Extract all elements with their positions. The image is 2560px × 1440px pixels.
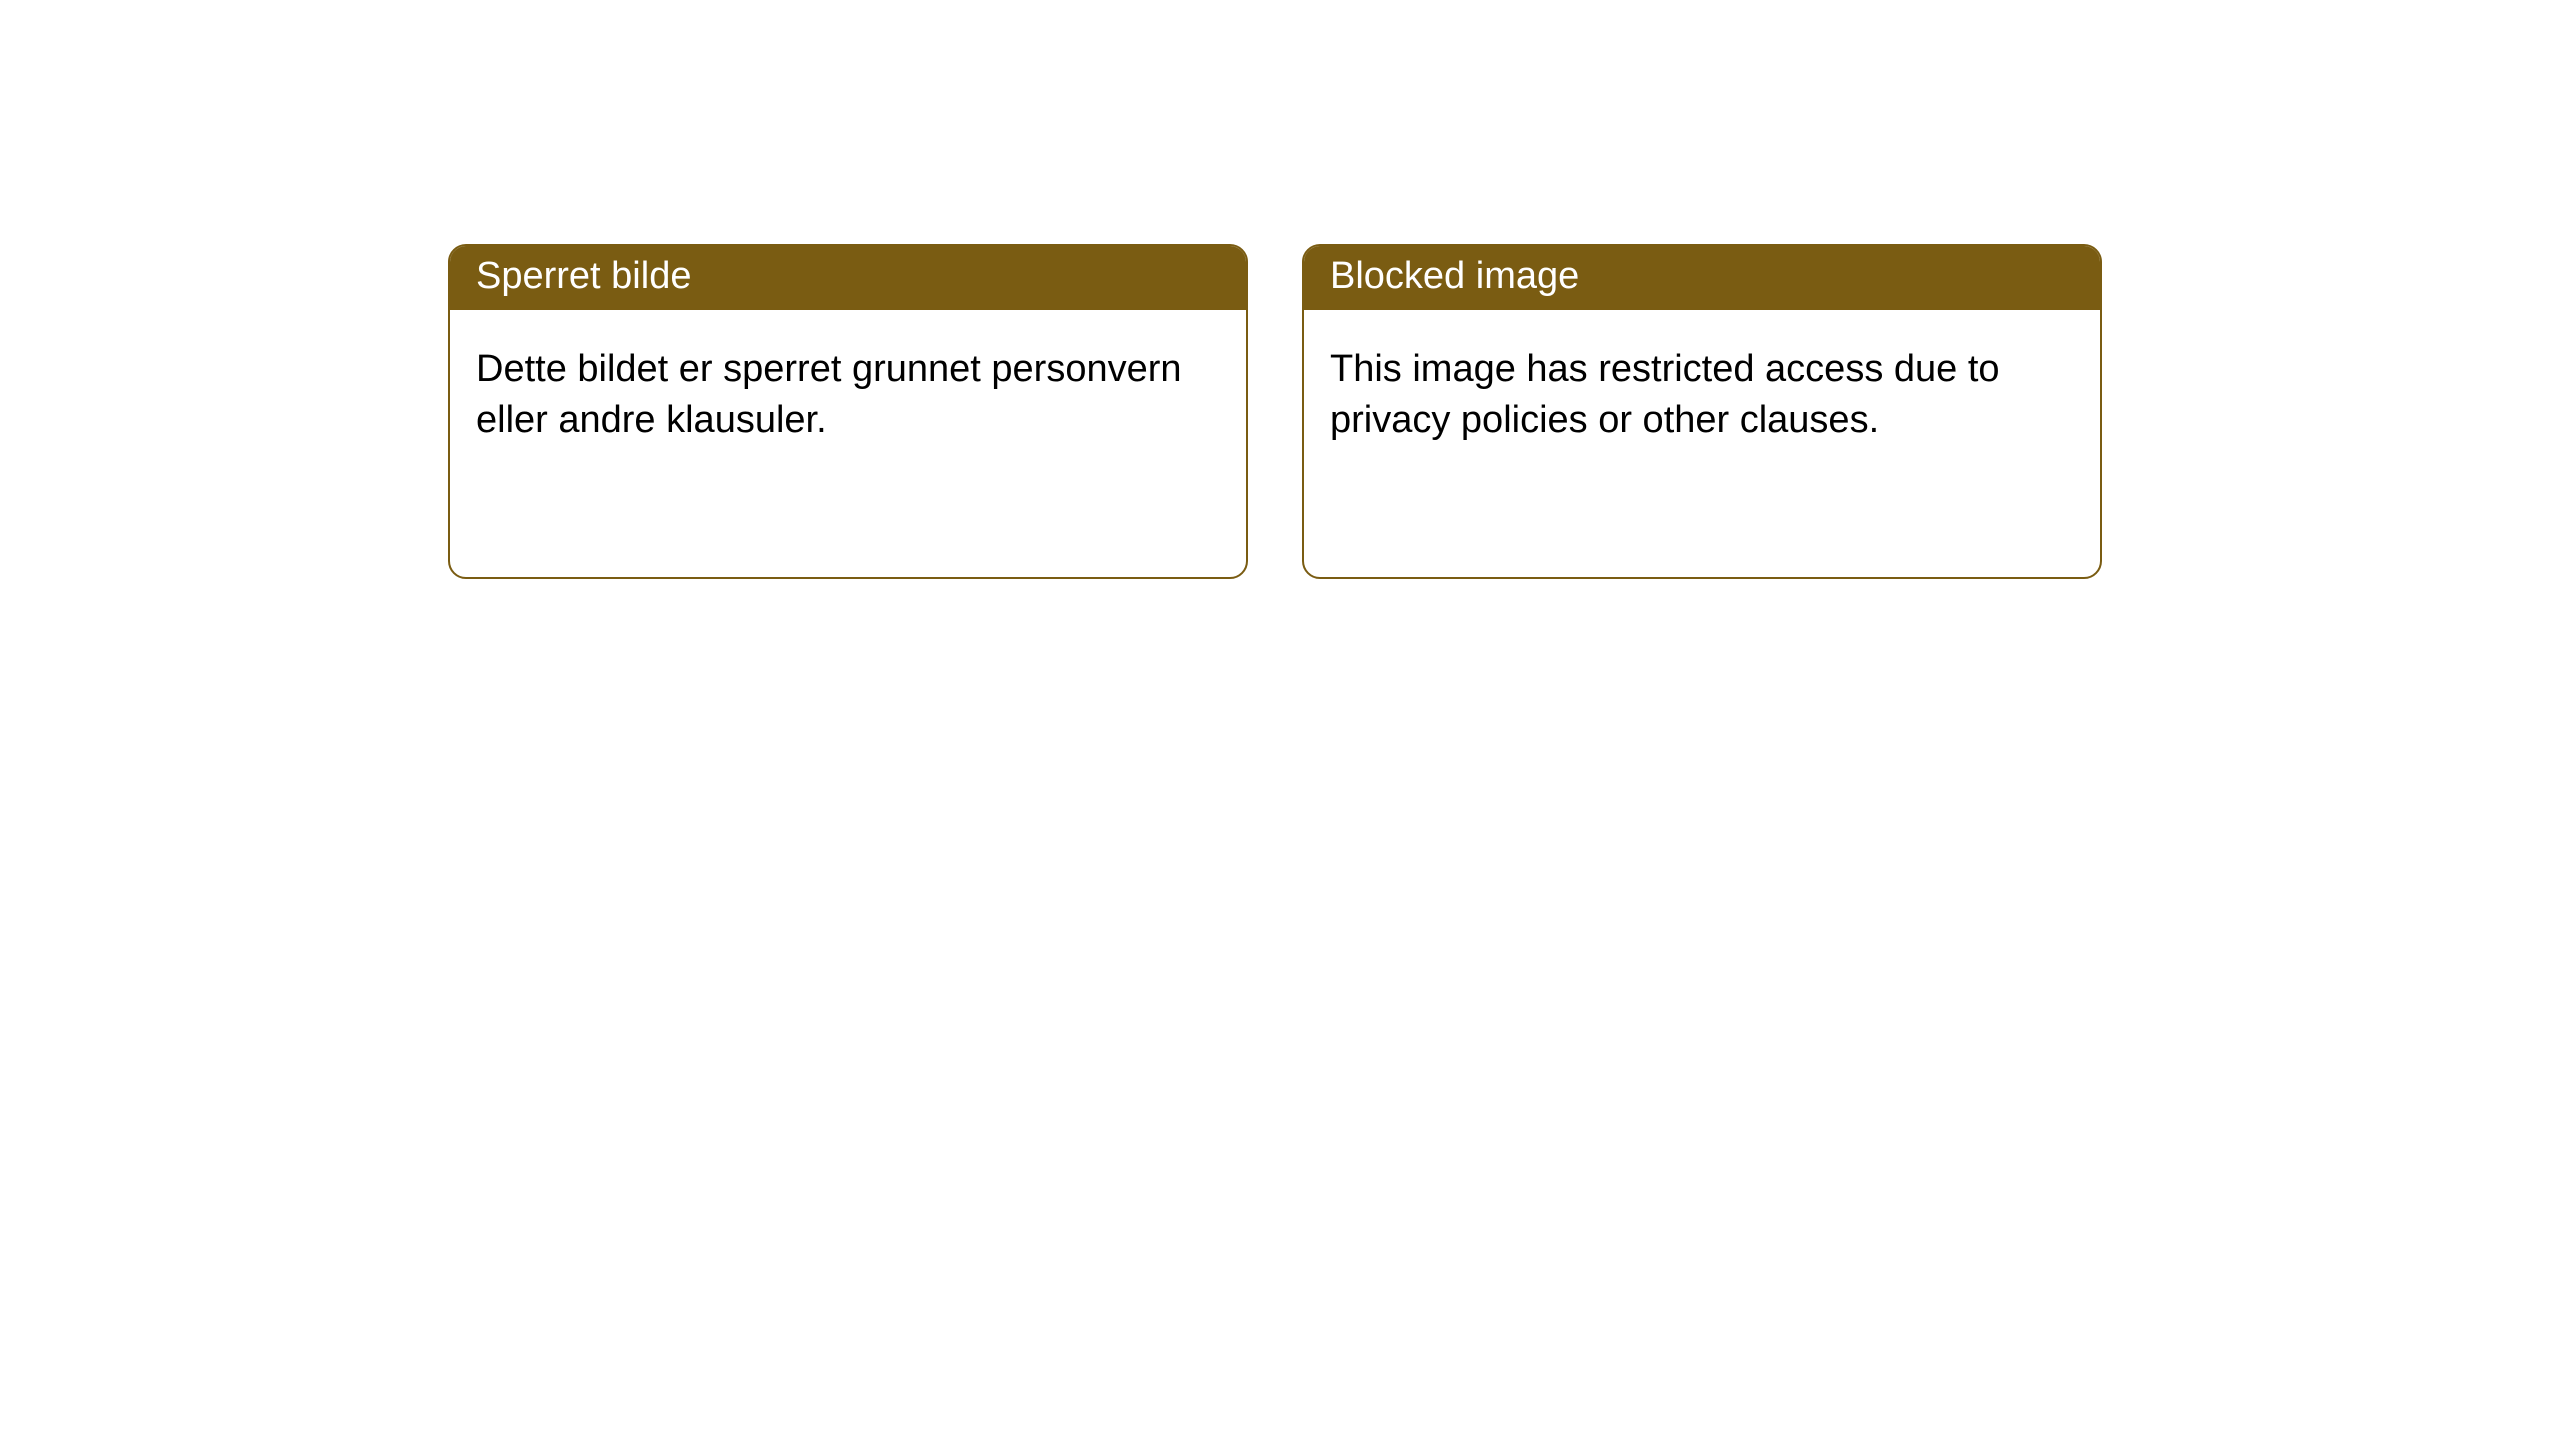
card-body: This image has restricted access due to … (1304, 310, 2100, 473)
card-title: Sperret bilde (476, 255, 691, 297)
card-header: Blocked image (1304, 246, 2100, 310)
notice-card-norwegian: Sperret bilde Dette bildet er sperret gr… (448, 244, 1248, 579)
notice-container: Sperret bilde Dette bildet er sperret gr… (0, 0, 2560, 579)
card-body-text: This image has restricted access due to … (1330, 348, 2000, 441)
card-body: Dette bildet er sperret grunnet personve… (450, 310, 1246, 473)
card-header: Sperret bilde (450, 246, 1246, 310)
notice-card-english: Blocked image This image has restricted … (1302, 244, 2102, 579)
card-title: Blocked image (1330, 255, 1579, 297)
card-body-text: Dette bildet er sperret grunnet personve… (476, 348, 1182, 441)
